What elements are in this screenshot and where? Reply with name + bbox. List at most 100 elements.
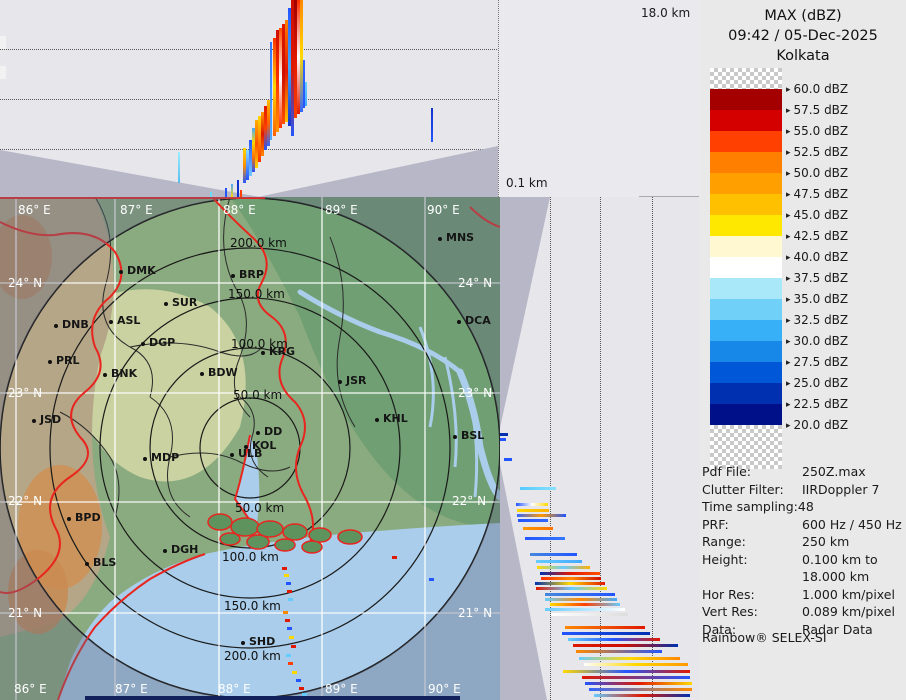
city-dot [241, 641, 245, 645]
dbz-label: ▸ 55.0 dBZ [786, 124, 849, 138]
echo-bar [210, 192, 212, 197]
dbz-swatch [710, 383, 782, 404]
echo-bar [288, 8, 291, 126]
echo-speck [299, 687, 304, 690]
echo-bar [517, 514, 566, 517]
echo-speck [286, 654, 291, 657]
max-height-label: 18.0 km [641, 6, 691, 20]
echo-bar [270, 42, 272, 140]
echo-profile-bars [500, 197, 700, 700]
height-gridline [652, 197, 653, 700]
echo-bar [279, 28, 282, 128]
echo-bar [273, 38, 276, 136]
echo-speck [286, 582, 291, 585]
echo-bar [500, 433, 508, 436]
city-label: DD [264, 425, 283, 438]
range-ring-label: 100.0 km [222, 550, 279, 564]
echo-bar [550, 603, 620, 606]
echo-bar [303, 60, 305, 108]
dbz-swatch [710, 404, 782, 425]
city-dot [163, 549, 167, 553]
scan-datetime: 09:42 / 05-Dec-2025 [728, 28, 878, 44]
meta-value: 250 km [802, 534, 850, 549]
dbz-swatch [710, 152, 782, 173]
dbz-label: ▸ 25.0 dBZ [786, 376, 849, 390]
top-height-profile-panel[interactable] [0, 0, 499, 197]
edge-artifact [0, 66, 6, 79]
echo-speck [284, 574, 289, 577]
echo-bar [551, 613, 628, 616]
side-height-profile-panel[interactable] [500, 197, 700, 700]
dbz-label: ▸ 57.5 dBZ [786, 103, 849, 117]
dbz-swatch [710, 320, 782, 341]
software-brand: Rainbow® SELEX-SI [702, 630, 827, 645]
scale-tick-arrow: ▸ [786, 379, 791, 389]
meta-label: Time sampling:48 [702, 499, 814, 514]
echo-bar [246, 150, 249, 180]
dbz-label: ▸ 32.5 dBZ [786, 313, 849, 327]
meta-value: 1.000 km/pixel [802, 586, 895, 602]
geo-grid-label: 87° E [115, 682, 148, 696]
echo-speck [287, 590, 292, 593]
window-edge-artifact [85, 696, 460, 700]
echo-speck [283, 611, 288, 614]
dbz-label: ▸ 30.0 dBZ [786, 334, 849, 348]
city-dot [48, 360, 52, 364]
meta-label: Pdf File: [702, 464, 751, 479]
height-gridline [0, 49, 497, 50]
city-dot [256, 431, 260, 435]
meta-label: Clutter Filter: [702, 481, 784, 497]
echo-bar [178, 152, 180, 183]
legend-panel: MAX (dBZ) 09:42 / 05-Dec-2025 Kolkata ▸ 6… [700, 0, 906, 700]
echo-bar [516, 503, 548, 506]
meta-label: Hor Res: [702, 586, 755, 602]
city-dot [457, 320, 461, 324]
echo-bar [431, 108, 433, 142]
range-ring-label: 200.0 km [230, 236, 287, 250]
geo-grid-label: 23° N [8, 386, 43, 400]
city-label: DNB [62, 318, 89, 331]
dbz-swatch [710, 89, 782, 110]
range-ring-label: 50.0 km [233, 388, 283, 402]
echo-bar [225, 188, 227, 197]
city-label: PRL [56, 354, 80, 367]
scale-tick-arrow: ▸ [786, 295, 791, 305]
dbz-label: ▸ 20.0 dBZ [786, 418, 849, 432]
echo-speck [292, 671, 297, 674]
echo-bar [589, 688, 692, 691]
scale-tick-arrow: ▸ [786, 169, 791, 179]
echo-bar [541, 577, 601, 580]
meta-value: 600 Hz / 450 Hz [802, 516, 902, 532]
range-ring-label: 50.0 km [235, 501, 285, 515]
echo-bar [276, 30, 279, 132]
city-label: SHD [249, 635, 276, 648]
geo-grid-label: 89° E [325, 203, 358, 217]
geo-grid-label: 22° N [8, 494, 43, 508]
city-label: BLS [93, 556, 117, 569]
map-label-layer: 86° E 87° E 88° E 89° E 90° E 86° E 87° E 88° E… [0, 197, 500, 700]
echo-bar [568, 638, 660, 641]
radar-map-panel[interactable]: 86° E 87° E 88° E 89° E 90° E 86° E 87° E 88° E… [0, 197, 500, 700]
echo-bar [231, 184, 233, 197]
city-dot [438, 237, 442, 241]
scale-tick-arrow: ▸ [786, 148, 791, 158]
meta-value: 0.100 km to [802, 551, 878, 567]
echo-speck [296, 679, 301, 682]
base-map [0, 197, 500, 700]
dbz-label: ▸ 52.5 dBZ [786, 145, 849, 159]
scale-tick-arrow: ▸ [786, 211, 791, 221]
echo-speck [285, 619, 290, 622]
echo-bar [573, 644, 678, 647]
echo-bar [282, 24, 285, 124]
meta-value: Radar Data [802, 621, 873, 637]
scale-tick-arrow: ▸ [786, 274, 791, 284]
echo-bar [240, 190, 242, 197]
dbz-label: ▸ 50.0 dBZ [786, 166, 849, 180]
echo-speck [282, 567, 287, 570]
geo-grid-label: 88° E [218, 682, 251, 696]
echo-bar [300, 0, 303, 112]
geo-grid-label: 90° E [427, 203, 460, 217]
city-dot [200, 372, 204, 376]
echo-bar [267, 100, 270, 146]
